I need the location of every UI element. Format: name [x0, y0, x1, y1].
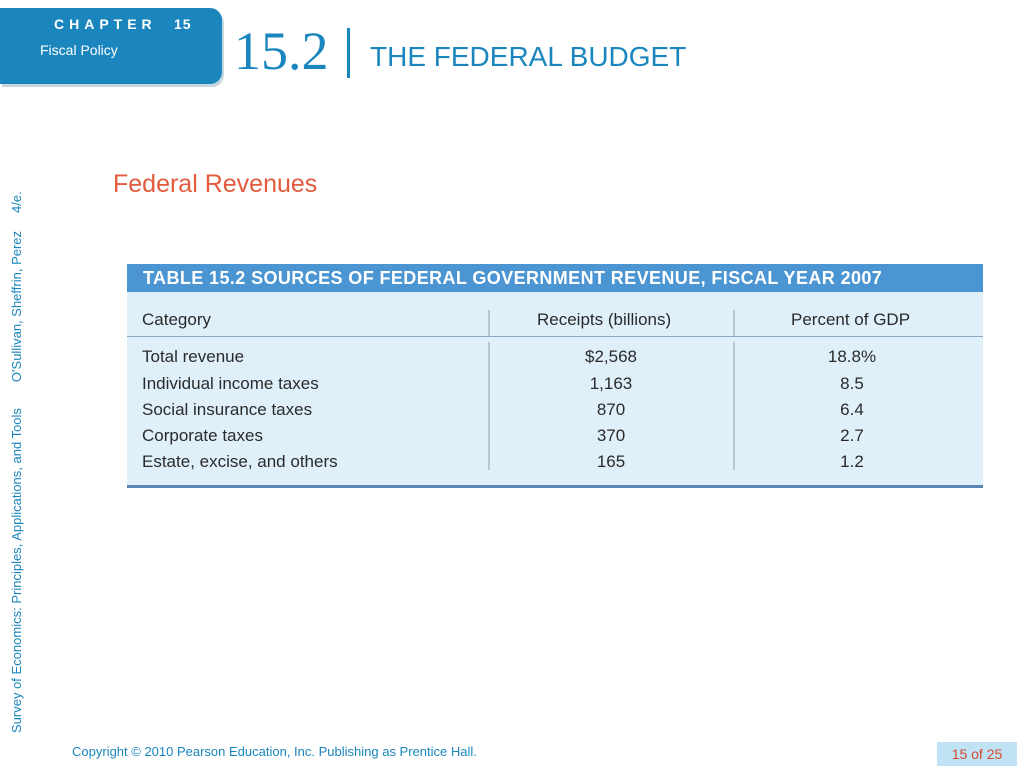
table-row: Total revenue $2,568 18.8%: [127, 347, 983, 373]
cell-category: Total revenue: [142, 347, 245, 366]
chapter-number: 15: [174, 16, 192, 32]
column-divider: [733, 310, 735, 336]
cell-percent: 6.4: [840, 400, 864, 419]
chapter-subtitle: Fiscal Policy: [40, 42, 118, 58]
chapter-tab: CHAPTER 15 Fiscal Policy: [0, 8, 222, 84]
table-row: Estate, excise, and others 165 1.2: [127, 452, 983, 478]
column-divider: [488, 310, 490, 336]
cell-receipts: 1,163: [589, 374, 633, 393]
section-title: THE FEDERAL BUDGET: [370, 41, 687, 72]
chapter-label: CHAPTER: [54, 16, 157, 32]
table-row: Corporate taxes 370 2.7: [127, 426, 983, 452]
side-book-credit: Survey of Economics: Principles, Applica…: [9, 191, 24, 733]
table-row: Individual income taxes 1,163 8.5: [127, 374, 983, 400]
slide-subtitle: Federal Revenues: [113, 170, 318, 198]
column-header-category: Category: [142, 310, 211, 329]
cell-percent: 8.5: [840, 374, 864, 393]
cell-receipts: 370: [596, 426, 626, 445]
cell-category: Corporate taxes: [142, 426, 263, 445]
column-divider: [733, 342, 735, 470]
table-title: TABLE 15.2 SOURCES OF FEDERAL GOVERNMENT…: [127, 264, 983, 292]
side-book-title: Survey of Economics: Principles, Applica…: [9, 408, 24, 733]
page-counter: 15 of 25: [937, 742, 1017, 766]
cell-category: Social insurance taxes: [142, 400, 313, 419]
cell-percent: 2.7: [840, 426, 864, 445]
cell-receipts: $2,568: [585, 347, 637, 366]
cell-percent: 18.8%: [827, 347, 877, 366]
cell-category: Estate, excise, and others: [142, 452, 338, 471]
cell-category: Individual income taxes: [142, 374, 319, 393]
title-divider: [347, 28, 350, 78]
side-authors: O'Sullivan, Sheffrin, Perez: [9, 230, 24, 383]
cell-receipts: 165: [596, 452, 626, 471]
header-divider: [127, 336, 983, 337]
cell-receipts: 870: [596, 400, 626, 419]
column-divider: [488, 342, 490, 470]
side-edition: 4/e.: [9, 191, 24, 213]
table-row: Social insurance taxes 870 6.4: [127, 400, 983, 426]
column-header-percent: Percent of GDP: [791, 310, 911, 329]
section-number: 15.2: [234, 21, 329, 81]
cell-percent: 1.2: [840, 452, 864, 471]
revenue-table: TABLE 15.2 SOURCES OF FEDERAL GOVERNMENT…: [127, 264, 983, 488]
column-header-receipts: Receipts (billions): [537, 310, 672, 329]
copyright-footer: Copyright © 2010 Pearson Education, Inc.…: [72, 744, 477, 759]
